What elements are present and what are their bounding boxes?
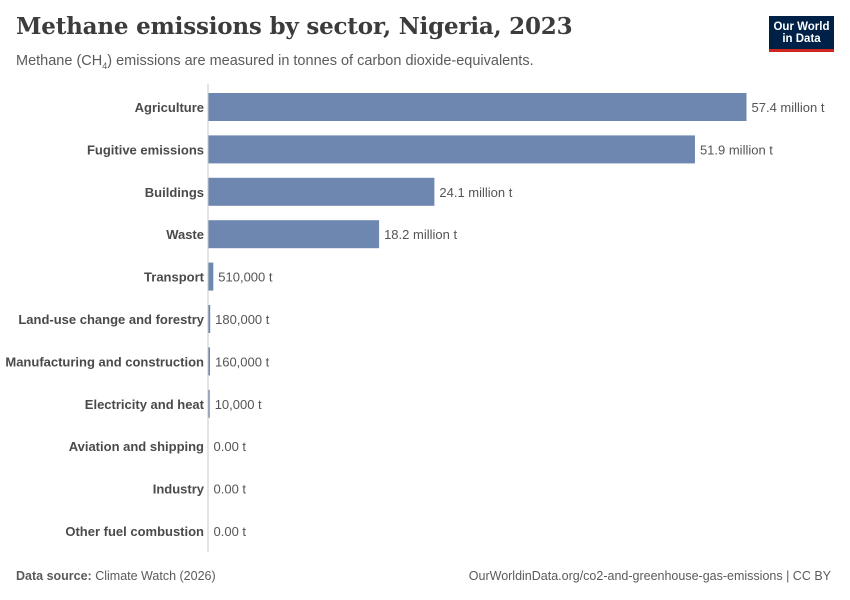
- bar: [208, 305, 211, 333]
- data-source-link[interactable]: Climate Watch (2026): [95, 569, 216, 583]
- owid-logo[interactable]: Our World in Data: [769, 16, 834, 52]
- value-label: 18.2 million t: [384, 227, 457, 242]
- bar: [208, 389, 210, 418]
- license-label[interactable]: | CC BY: [786, 569, 831, 583]
- footer-attribution: OurWorldinData.org/co2-and-greenhouse-ga…: [469, 569, 831, 583]
- subtitle-subscript: 4: [102, 60, 108, 71]
- value-label: 57.4 million t: [752, 100, 825, 115]
- bar: [208, 177, 435, 206]
- subtitle-prefix: Methane (CH: [16, 53, 103, 69]
- category-label: Electricity and heat: [85, 397, 205, 412]
- value-label: 510,000 t: [218, 270, 273, 285]
- value-label: 24.1 million t: [439, 185, 512, 200]
- logo-line-1: Our World: [773, 20, 830, 33]
- chart-title: Methane emissions by sector, Nigeria, 20…: [16, 13, 573, 40]
- category-label: Other fuel combustion: [65, 524, 204, 539]
- subtitle-suffix: ) emissions are measured in tonnes of ca…: [107, 53, 534, 69]
- category-label: Aviation and shipping: [69, 439, 204, 454]
- value-label: 0.00 t: [214, 482, 247, 497]
- value-label: 180,000 t: [215, 312, 270, 327]
- logo-line-2: in Data: [782, 32, 821, 45]
- bar: [208, 93, 747, 121]
- category-label: Land-use change and forestry: [18, 312, 204, 327]
- bar: [208, 135, 695, 164]
- bar: [208, 347, 210, 376]
- data-source-label: Data source:: [16, 569, 92, 583]
- bar: [208, 220, 380, 249]
- category-label: Waste: [166, 227, 204, 242]
- value-label: 10,000 t: [215, 397, 262, 412]
- category-label: Transport: [144, 270, 205, 285]
- value-label: 0.00 t: [214, 439, 247, 454]
- data-source: Data source: Climate Watch (2026): [16, 569, 216, 583]
- bar-chart: Agriculture 57.4 million t Fugitive emissi…: [5, 83, 825, 553]
- category-label: Buildings: [145, 185, 204, 200]
- value-label: 160,000 t: [215, 354, 270, 369]
- source-url-link[interactable]: OurWorldinData.org/co2-and-greenhouse-ga…: [468, 569, 783, 583]
- category-label: Manufacturing and construction: [5, 354, 204, 369]
- value-label: 0.00 t: [214, 524, 247, 539]
- value-label: 51.9 million t: [700, 142, 773, 157]
- category-label: Industry: [153, 482, 205, 497]
- category-label: Fugitive emissions: [87, 142, 204, 157]
- bar: [208, 262, 214, 291]
- chart-subtitle: Methane (CH4) emissions are measured in …: [16, 53, 534, 71]
- category-label: Agriculture: [135, 100, 204, 115]
